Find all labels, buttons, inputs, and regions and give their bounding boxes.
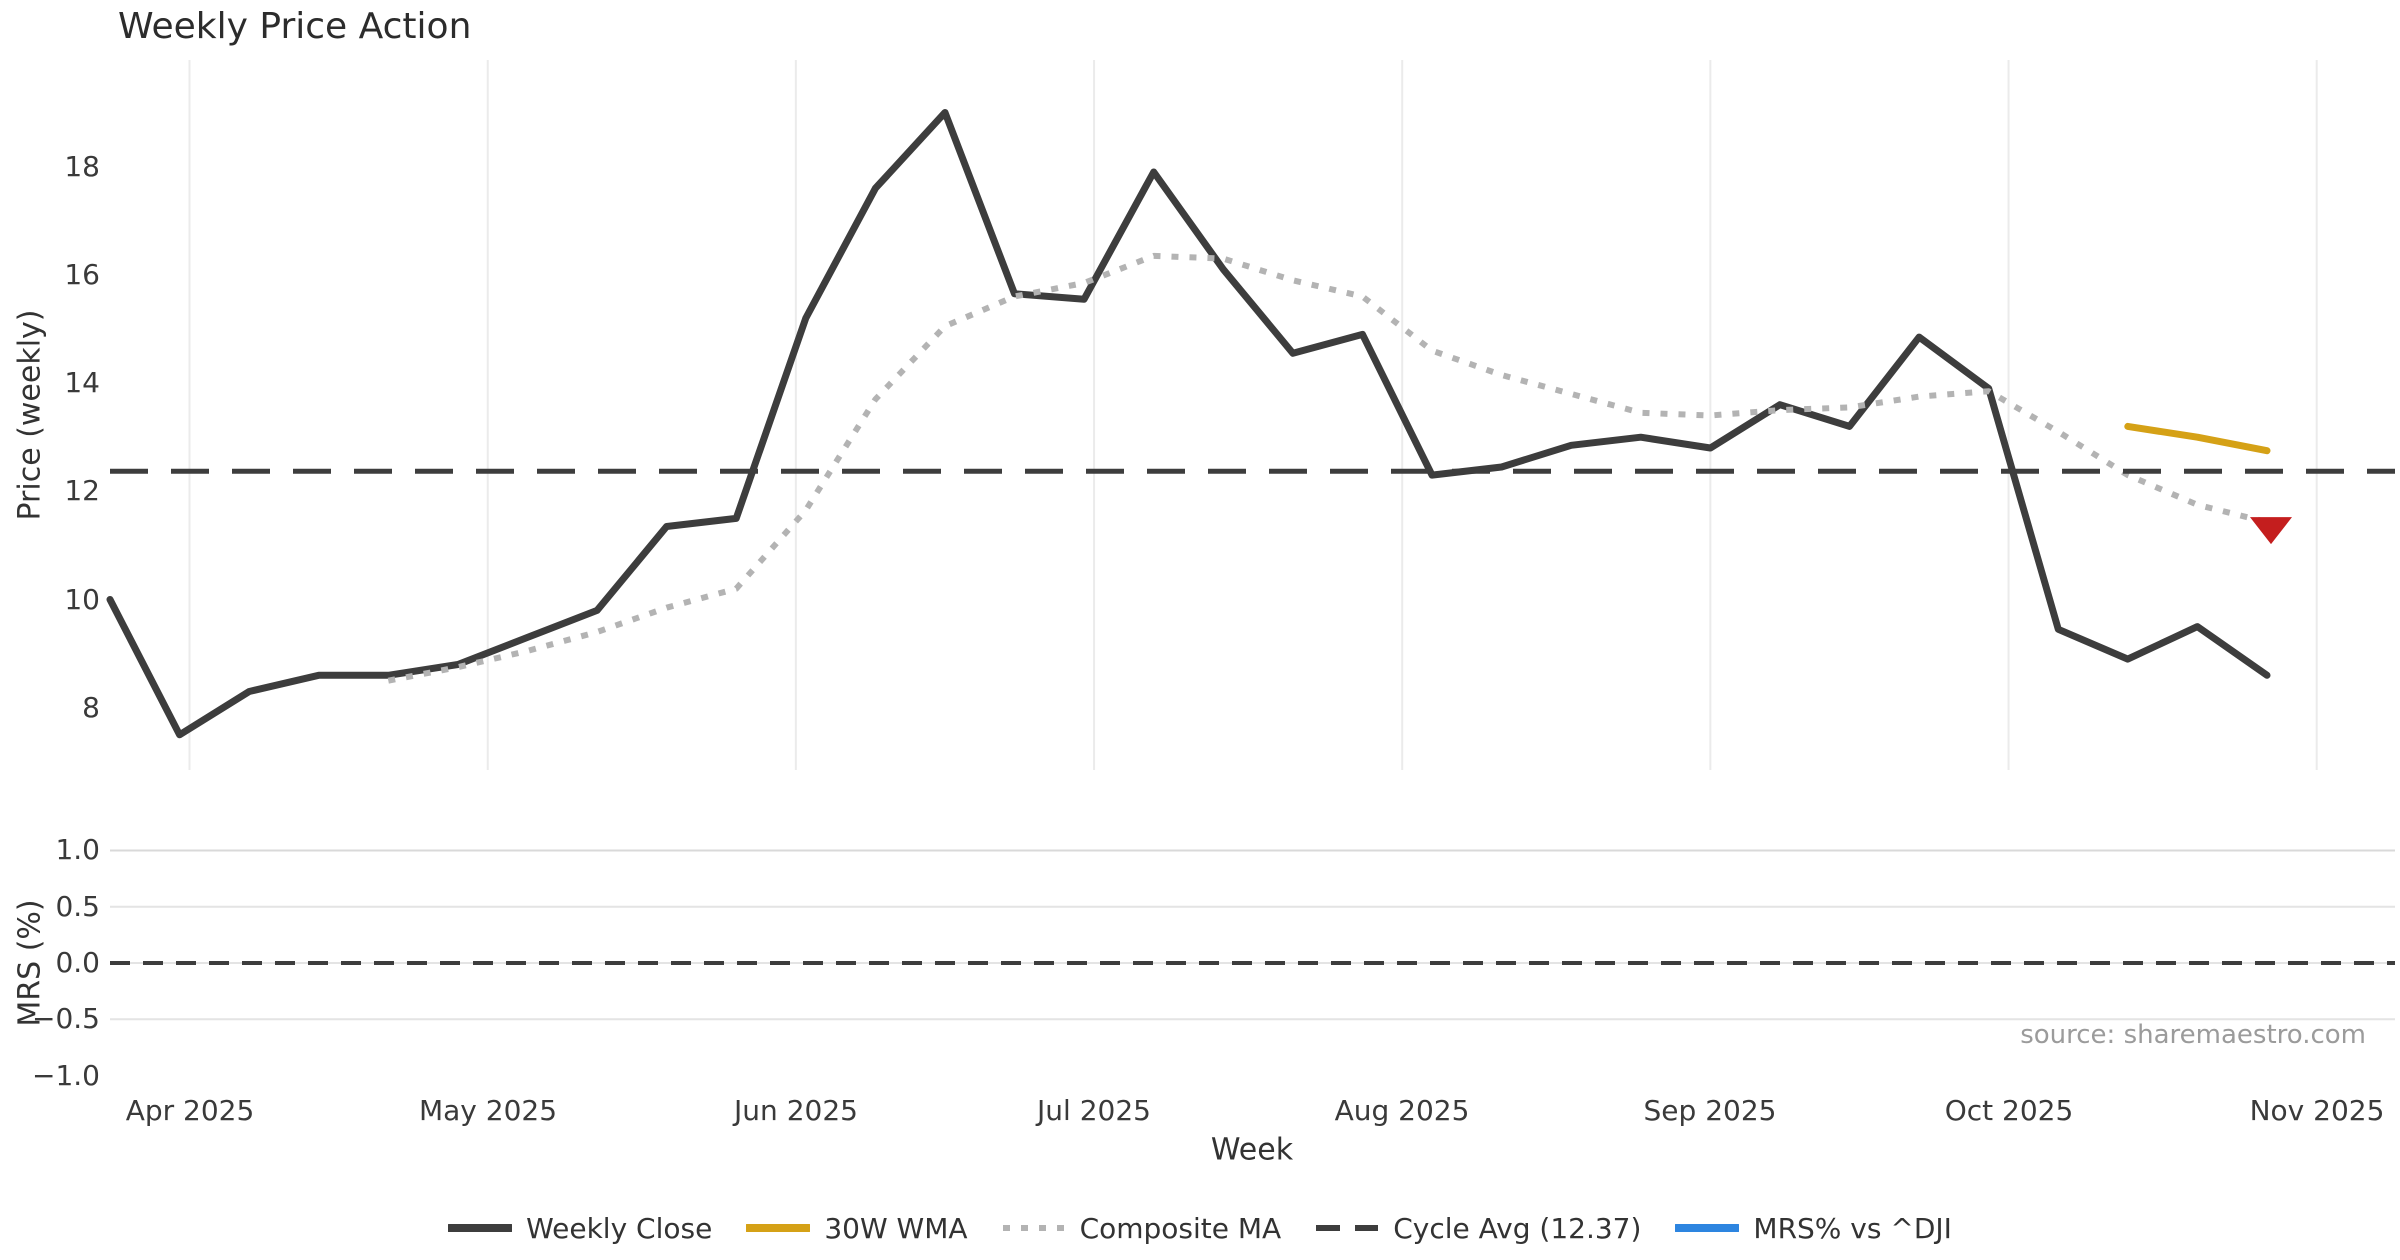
legend-item-weekly-close: Weekly Close: [448, 1212, 712, 1245]
mrs-tick-label: 0.5: [55, 890, 100, 923]
source-attribution: source: sharemaestro.com: [2020, 1020, 2366, 1050]
month-tick-label: Jun 2025: [734, 1094, 858, 1127]
sell-signal-triangle-icon: [2250, 517, 2292, 545]
legend-label: 30W WMA: [824, 1211, 968, 1245]
30w-wma-line: [2124, 422, 2271, 455]
chart-title: Weekly Price Action: [118, 6, 472, 47]
legend-item-cycle-avg: Cycle Avg (12.37): [1315, 1212, 1641, 1245]
weekly-close-line: [106, 109, 2271, 739]
x-axis-label: Week: [1210, 1132, 1294, 1168]
month-tick-label: Jul 2025: [1037, 1094, 1151, 1127]
price-tick-label: 14: [64, 366, 100, 399]
price-tick-label: 16: [64, 258, 100, 291]
mrs-swatch-icon: [1675, 1224, 1740, 1232]
legend-label: Cycle Avg (12.37): [1393, 1211, 1642, 1245]
mrs-tick-label: −1.0: [32, 1059, 100, 1092]
legend-item-mrs: MRS% vs ^DJI: [1675, 1212, 1952, 1245]
price-tick-label: 18: [64, 150, 100, 183]
price-tick-label: 10: [64, 583, 100, 616]
month-tick-label: Sep 2025: [1643, 1094, 1777, 1127]
month-tick-label: Apr 2025: [125, 1094, 255, 1127]
price-tick-label: 8: [82, 691, 100, 724]
legend-item-composite-ma: Composite MA: [1002, 1211, 1282, 1245]
weekly-close-swatch-icon: [448, 1224, 513, 1232]
chart-legend: Weekly Close 30W WMA Composite MA Cycle …: [0, 1203, 2400, 1253]
mrs-tick-label: 0.0: [55, 946, 100, 979]
mrs-tick-label: −0.5: [32, 1002, 100, 1035]
month-tick-label: May 2025: [418, 1094, 558, 1127]
legend-label: MRS% vs ^DJI: [1753, 1211, 1952, 1245]
wma-swatch-icon: [746, 1224, 811, 1232]
composite-ma-swatch-icon: [1002, 1225, 1065, 1231]
mrs-tick-label: 1.0: [55, 833, 100, 866]
legend-label: Weekly Close: [526, 1211, 713, 1245]
cycle-avg-swatch-icon: [1316, 1225, 1379, 1231]
month-tick-label: Aug 2025: [1334, 1094, 1470, 1127]
month-tick-label: Nov 2025: [2249, 1094, 2385, 1127]
legend-label: Composite MA: [1079, 1211, 1282, 1245]
price-tick-label: 12: [64, 474, 100, 507]
composite-ma-line: [387, 252, 2268, 684]
month-tick-label: Oct 2025: [1944, 1094, 2074, 1127]
legend-item-30w-wma: 30W WMA: [746, 1211, 968, 1245]
